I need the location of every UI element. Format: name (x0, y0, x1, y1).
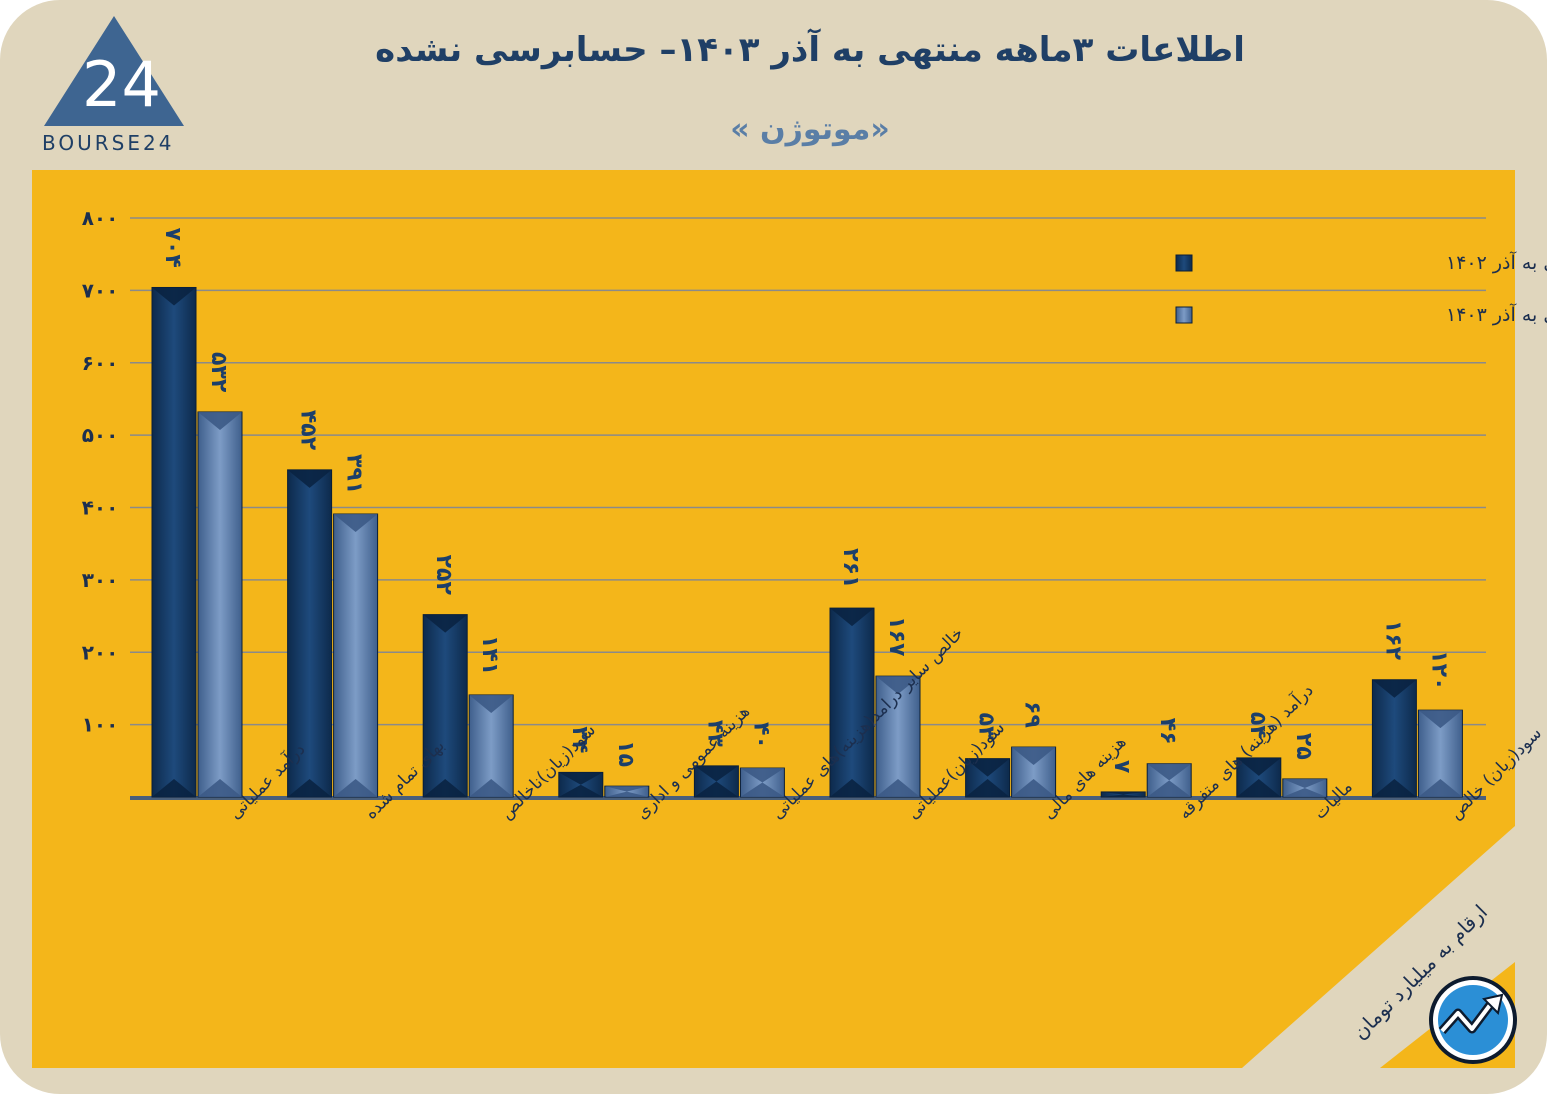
bar-1402-3 (558, 771, 604, 798)
value-label: ۲۵ (1291, 733, 1316, 760)
bar-1402-7 (1100, 791, 1146, 798)
legend-label: عملکرد منتهی به آذر ۱۴۰۲ (1446, 250, 1547, 274)
trend-icon (1429, 976, 1517, 1064)
legend-swatch (1175, 254, 1193, 272)
y-tick-label: ۸۰۰ (82, 206, 119, 230)
value-label: ۴۵۲ (296, 410, 321, 451)
logo-text: BOURSE24 (42, 131, 175, 155)
value-label: ۴۳ (702, 720, 727, 747)
value-label: ۴۶ (1155, 718, 1180, 745)
x-tick-label: هزینه عمومی و اداری (632, 702, 754, 824)
legend: عملکرد منتهی به آذر ۱۴۰۲ عملکرد منتهی به … (1175, 250, 1547, 326)
value-label: ۷ (1109, 760, 1134, 774)
page-title: اطلاعات ۳ماهه منتهی به آذر ۱۴۰۳– حسابرسی… (375, 30, 1245, 70)
y-tick-label: ۴۰۰ (82, 496, 119, 520)
value-label: ۱۶۲ (1380, 620, 1405, 661)
value-labels: ۷۰۴ ۴۵۲ ۲۵۲ ۳۴ ۴۳ ۲۶۱ ۵۳ ۷ ۵۴ ۱۶۲ ۵۳۲ ۳۹۱ ۱۴۱ ۱۵ ۴۰ ۱۶۷… (160, 227, 1451, 773)
value-label: ۳۹۱ (342, 454, 367, 494)
value-label: ۴۰ (748, 722, 773, 749)
bar-1402-2 (422, 614, 468, 798)
bar-1403-4 (739, 767, 785, 798)
bar-1402-9 (1371, 679, 1417, 798)
y-tick-label: ۷۰۰ (82, 278, 119, 302)
value-label: ۶۹ (1020, 701, 1045, 728)
legend-swatch (1175, 306, 1193, 324)
bar-1403-9 (1417, 709, 1463, 798)
value-label: ۵۴ (1245, 712, 1270, 739)
y-tick-label: ۲۰۰ (82, 640, 119, 664)
bar-1402-5 (829, 607, 875, 798)
legend-label: عملکرد منتهی به آذر ۱۴۰۳ (1446, 302, 1547, 326)
bar-1402-0 (151, 286, 197, 798)
bourse24-logo: 24 (44, 16, 184, 126)
bar-1402-1 (287, 469, 333, 798)
bar-1403-6 (1011, 746, 1057, 798)
y-tick-label: ۶۰۰ (82, 351, 119, 375)
y-tick-label: ۱۰۰ (82, 713, 119, 737)
y-tick-label: ۳۰۰ (82, 568, 119, 592)
y-axis: ۱۰۰ ۲۰۰ ۳۰۰ ۴۰۰ ۵۰۰ ۶۰۰ ۷۰۰ ۸۰۰ (82, 206, 119, 737)
value-label: ۵۳۲ (206, 352, 231, 393)
value-label: ۷۰۴ (160, 227, 185, 267)
value-label: ۱۵ (613, 740, 638, 767)
bar-1403-7 (1146, 763, 1192, 798)
value-label: ۱۲۰ (1426, 650, 1451, 690)
bar-1403-2 (468, 694, 514, 798)
bar-1403-3 (604, 785, 650, 798)
bar-1403-8 (1282, 778, 1328, 798)
bar-1402-8 (1236, 757, 1282, 798)
chart-panel (32, 170, 1515, 1068)
y-tick-label: ۵۰۰ (82, 423, 119, 447)
value-label: ۱۶۷ (884, 616, 909, 657)
bar-1402-4 (693, 765, 739, 798)
bar-1403-0 (197, 411, 243, 798)
logo-mark: 24 (82, 48, 161, 121)
value-label: ۲۶۱ (838, 548, 863, 588)
bar-1403-1 (333, 513, 379, 798)
value-label: ۵۳ (974, 713, 999, 740)
value-label: ۱۴۱ (477, 635, 502, 675)
bar-1403-5 (875, 675, 921, 798)
page-subtitle: «موتوژن » (730, 112, 890, 147)
value-label: ۳۴ (567, 726, 592, 753)
value-label: ۲۵۲ (431, 555, 456, 596)
bars (151, 286, 1463, 798)
bar-1402-6 (965, 758, 1011, 798)
